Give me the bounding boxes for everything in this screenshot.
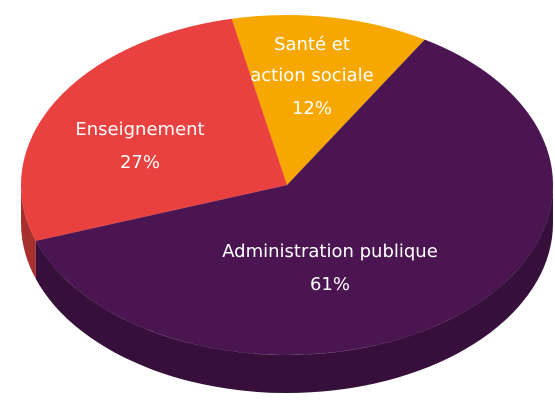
slice-label-line: Enseignement bbox=[75, 119, 204, 140]
slice-value-label: 61% bbox=[310, 274, 350, 295]
slice-label-line: Administration publique bbox=[222, 241, 438, 262]
slice bbox=[21, 18, 288, 241]
slice bbox=[35, 39, 553, 356]
slice-label: Administration publique bbox=[222, 241, 438, 262]
slice-label-line: action sociale bbox=[250, 65, 374, 86]
slice-side bbox=[21, 185, 36, 279]
slice-value-label: 27% bbox=[120, 152, 160, 173]
slice bbox=[231, 14, 425, 185]
slice-label: Enseignement bbox=[75, 119, 204, 140]
slice-value-label: 12% bbox=[292, 98, 332, 119]
slice-label: Santé et action sociale bbox=[250, 34, 374, 86]
slice-side bbox=[35, 185, 553, 393]
slice-label-line: Santé et bbox=[274, 34, 350, 55]
